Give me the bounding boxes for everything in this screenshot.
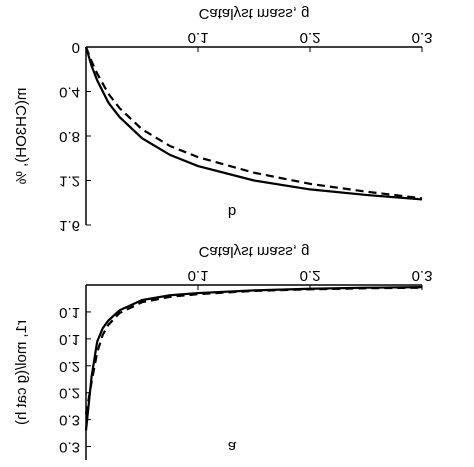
line-series (84, 286, 423, 415)
y-tick-label: 1.2 (59, 173, 80, 190)
y-tick-label: 0.3 (59, 439, 80, 456)
x-tick-label: 0.1 (188, 29, 209, 46)
x-tick-label: 0.3 (412, 29, 433, 46)
line-series (84, 46, 423, 201)
x-tick-label: 0.2 (300, 267, 321, 284)
line-series (84, 46, 423, 200)
y-tick-label: 0.2 (59, 358, 80, 375)
x-tick-label: 0.3 (412, 267, 433, 284)
y-tick-label: 0.3 (59, 412, 80, 429)
y-tick-label: 0.4 (59, 84, 80, 101)
x-axis-label: Catalyst mass, g (199, 243, 310, 260)
line-series (84, 286, 423, 431)
x-tick-label: 0.1 (188, 267, 209, 284)
y-axis-label: m(CH3OH), % (13, 88, 30, 185)
y-tick-label: 0.1 (59, 331, 80, 348)
y-tick-label: 0 (72, 39, 80, 56)
y-tick-label: 0.2 (59, 385, 80, 402)
x-axis-label: Catalyst mass, g (199, 5, 310, 22)
y-axis-label: r1, mol/(g cat h) (13, 320, 30, 425)
y-tick-label: 1.6 (59, 217, 80, 234)
y-tick-label: 0.1 (59, 304, 80, 321)
panel-label: a (228, 438, 237, 455)
panel-label: b (228, 203, 236, 220)
x-tick-label: 0.2 (300, 29, 321, 46)
y-tick-label: 0.8 (59, 128, 80, 145)
